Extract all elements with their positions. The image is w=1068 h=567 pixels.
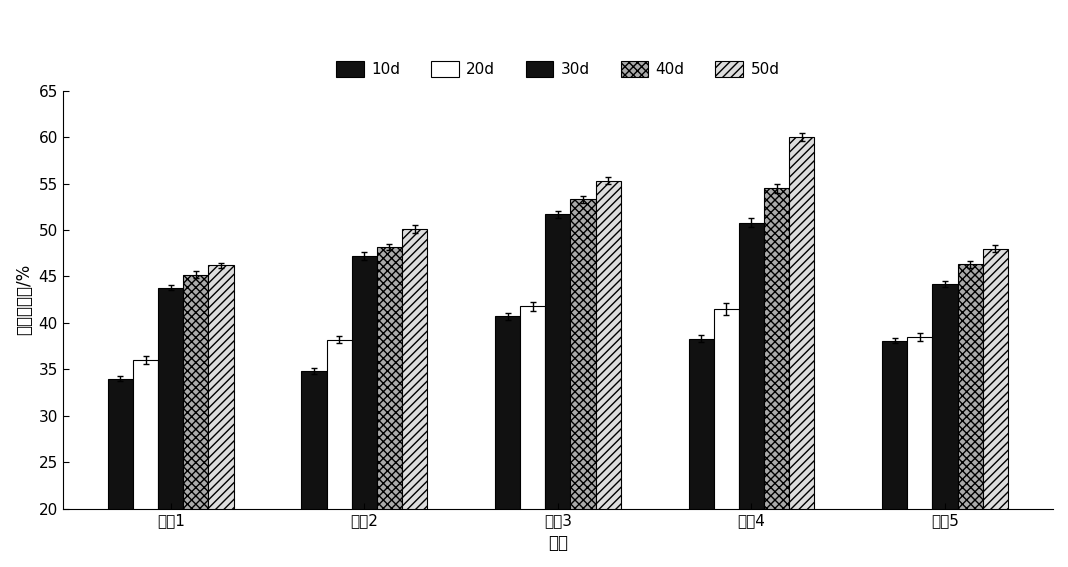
Bar xyxy=(958,264,983,567)
Legend: 10d, 20d, 30d, 40d, 50d: 10d, 20d, 30d, 40d, 50d xyxy=(332,57,784,82)
Bar xyxy=(983,248,1008,567)
Bar xyxy=(134,360,158,567)
Bar xyxy=(764,188,789,567)
Bar xyxy=(882,341,908,567)
Bar xyxy=(789,137,815,567)
Bar xyxy=(402,229,427,567)
Bar xyxy=(739,223,764,567)
Bar xyxy=(713,309,739,567)
Bar xyxy=(208,265,234,567)
Bar xyxy=(520,306,546,567)
Bar xyxy=(158,287,184,567)
Bar xyxy=(689,338,713,567)
Bar xyxy=(351,256,377,567)
Bar xyxy=(327,340,351,567)
Bar xyxy=(184,274,208,567)
Bar xyxy=(546,214,570,567)
Bar xyxy=(570,200,596,567)
Bar xyxy=(301,371,327,567)
Bar xyxy=(377,247,402,567)
Bar xyxy=(932,284,958,567)
Bar xyxy=(596,181,621,567)
Bar xyxy=(494,316,520,567)
Bar xyxy=(908,337,932,567)
Y-axis label: 秸秆失重率/%: 秸秆失重率/% xyxy=(15,264,33,335)
Bar xyxy=(108,379,134,567)
X-axis label: 组别: 组别 xyxy=(548,534,568,552)
